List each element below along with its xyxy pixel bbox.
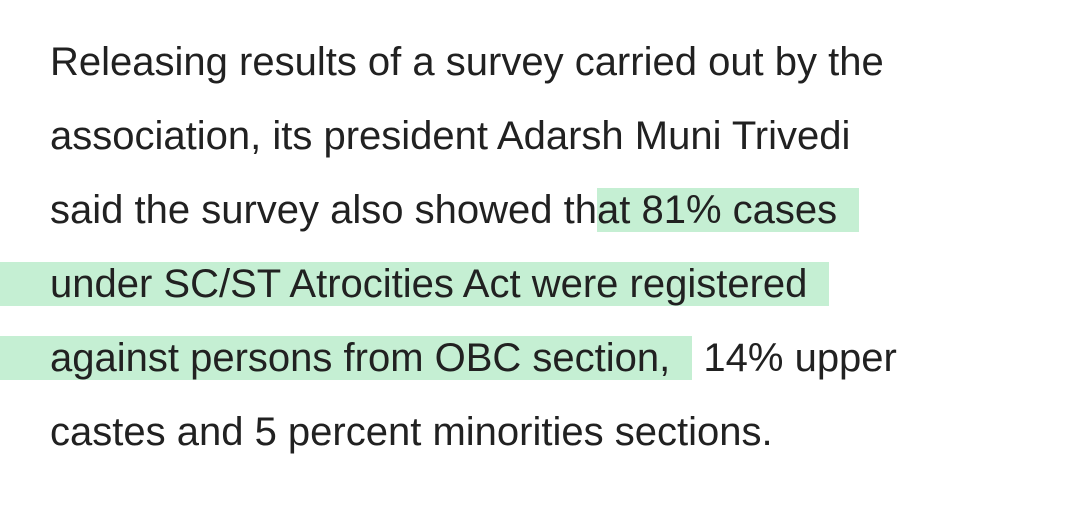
text-line: Releasing results of a survey carried ou… bbox=[50, 36, 884, 88]
text-line: castes and 5 percent minorities sections… bbox=[50, 406, 773, 458]
text-line: association, its president Adarsh Muni T… bbox=[50, 110, 850, 162]
text-segment: Releasing results of a survey carried ou… bbox=[50, 40, 884, 84]
text-line: under SC/ST Atrocities Act were register… bbox=[0, 258, 830, 310]
highlighted-text: at 81% cases bbox=[596, 188, 860, 232]
text-segment: castes and 5 percent minorities sections… bbox=[50, 410, 773, 454]
highlighted-text: against persons from OBC section, bbox=[0, 336, 693, 380]
highlighted-text: under SC/ST Atrocities Act were register… bbox=[0, 262, 830, 306]
text-segment: 14% upper bbox=[692, 336, 897, 380]
text-line: against persons from OBC section, 14% up… bbox=[0, 332, 897, 384]
text-segment: said the survey also showed th bbox=[50, 188, 597, 232]
text-segment: association, its president Adarsh Muni T… bbox=[50, 114, 851, 158]
text-line: said the survey also showed that 81% cas… bbox=[50, 184, 860, 236]
